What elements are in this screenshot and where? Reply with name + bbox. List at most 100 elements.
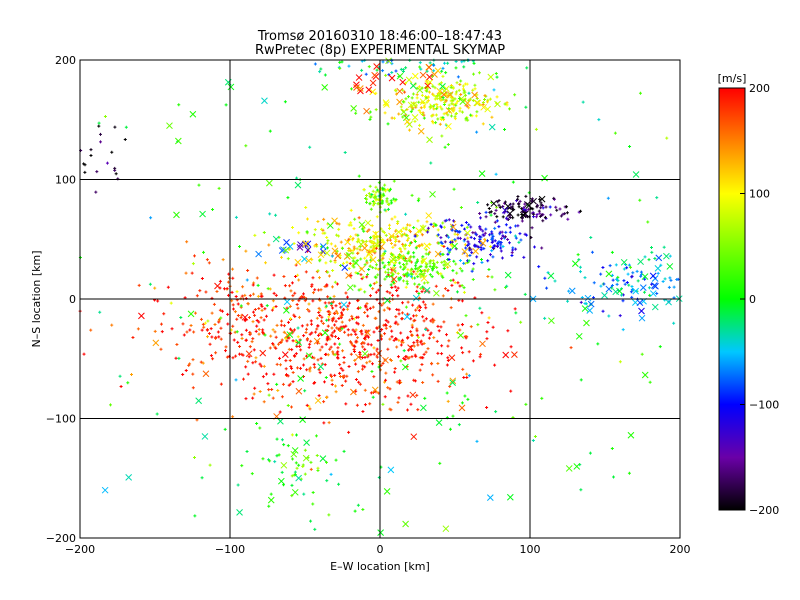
data-point-plus xyxy=(284,337,288,341)
data-point-plus xyxy=(369,207,373,211)
data-point-plus xyxy=(369,258,373,262)
data-point-plus xyxy=(456,323,460,327)
data-point-plus xyxy=(486,203,490,207)
data-point-plus xyxy=(584,302,588,306)
data-point-plus xyxy=(247,315,251,319)
data-point-plus xyxy=(579,209,583,213)
data-point-plus xyxy=(643,277,647,281)
data-point-plus xyxy=(89,328,93,332)
data-point-plus xyxy=(381,261,385,265)
data-point-cross xyxy=(319,455,327,462)
data-point-plus xyxy=(434,113,438,117)
data-point-plus xyxy=(490,232,494,236)
data-point-cross xyxy=(423,287,431,294)
data-point-plus xyxy=(219,382,223,386)
data-point-plus xyxy=(191,372,195,376)
data-point-plus xyxy=(509,389,513,393)
data-point-plus xyxy=(471,277,475,281)
data-point-cross xyxy=(407,344,414,351)
data-point-plus xyxy=(394,240,398,244)
data-point-plus xyxy=(438,122,442,126)
data-point-plus xyxy=(327,513,331,517)
data-point-plus xyxy=(457,88,461,92)
data-point-plus xyxy=(473,83,477,87)
data-point-plus xyxy=(244,249,248,253)
data-point-plus xyxy=(510,254,514,258)
data-point-plus xyxy=(667,285,671,289)
data-point-plus xyxy=(510,251,514,255)
data-point-cross xyxy=(426,73,433,81)
data-point-plus xyxy=(630,284,634,288)
data-point-plus xyxy=(342,361,346,365)
data-point-plus xyxy=(255,324,259,328)
data-point-plus xyxy=(416,343,420,347)
data-point-plus xyxy=(363,290,367,294)
data-point-plus xyxy=(309,319,313,323)
data-point-cross xyxy=(261,97,268,105)
data-point-plus xyxy=(149,216,153,220)
data-point-plus xyxy=(422,281,426,285)
data-point-plus xyxy=(188,362,192,366)
data-point-plus xyxy=(425,220,429,224)
data-point-plus xyxy=(289,289,293,293)
data-point-plus xyxy=(305,217,309,221)
data-point-plus xyxy=(335,311,339,315)
data-point-plus xyxy=(368,306,372,310)
data-point-plus xyxy=(475,439,479,443)
data-point-cross xyxy=(434,250,442,258)
data-point-plus xyxy=(408,230,412,234)
data-point-plus xyxy=(200,277,204,281)
data-point-cross xyxy=(361,350,369,358)
data-point-cross xyxy=(365,250,373,258)
data-point-cross xyxy=(663,252,670,260)
data-point-plus xyxy=(384,233,388,237)
data-point-plus xyxy=(475,130,479,134)
data-point-plus xyxy=(472,237,476,241)
data-point-plus xyxy=(177,103,181,107)
data-point-plus xyxy=(347,301,351,305)
data-point-plus xyxy=(256,283,260,287)
data-point-plus xyxy=(248,294,252,298)
data-point-plus xyxy=(283,100,287,104)
data-point-plus xyxy=(343,330,347,334)
data-point-plus xyxy=(485,239,489,243)
data-point-plus xyxy=(396,286,400,290)
data-point-plus xyxy=(356,370,360,374)
data-point-plus xyxy=(460,223,464,227)
data-point-plus xyxy=(429,319,433,323)
data-point-plus xyxy=(432,264,436,268)
data-point-plus xyxy=(353,256,357,260)
data-point-plus xyxy=(360,68,364,72)
data-point-plus xyxy=(338,342,342,346)
data-point-plus xyxy=(323,73,327,77)
data-point-cross xyxy=(502,351,510,359)
data-point-plus xyxy=(404,305,408,309)
data-point-plus xyxy=(363,263,367,267)
data-point-plus xyxy=(401,226,405,230)
data-point-cross xyxy=(425,63,433,71)
data-point-plus xyxy=(484,210,488,214)
data-point-plus xyxy=(629,265,633,269)
data-point-plus xyxy=(505,284,509,288)
data-point-plus xyxy=(372,237,376,241)
data-point-plus xyxy=(354,377,358,381)
data-point-plus xyxy=(380,303,384,307)
data-point-plus xyxy=(430,114,434,118)
data-point-plus xyxy=(177,356,181,360)
data-point-plus xyxy=(387,223,391,227)
data-point-cross xyxy=(396,98,403,106)
data-point-cross xyxy=(241,313,249,321)
data-point-plus xyxy=(392,197,396,201)
data-point-plus xyxy=(533,245,537,249)
data-point-plus xyxy=(508,226,512,230)
data-point-plus xyxy=(442,266,446,270)
data-point-plus xyxy=(361,340,365,344)
data-point-plus xyxy=(290,433,294,437)
data-point-plus xyxy=(305,337,309,341)
data-point-cross xyxy=(474,99,482,107)
data-point-plus xyxy=(288,359,292,363)
data-point-plus xyxy=(302,357,306,361)
data-point-plus xyxy=(354,233,358,237)
data-point-plus xyxy=(275,454,279,458)
data-point-plus xyxy=(114,172,118,176)
